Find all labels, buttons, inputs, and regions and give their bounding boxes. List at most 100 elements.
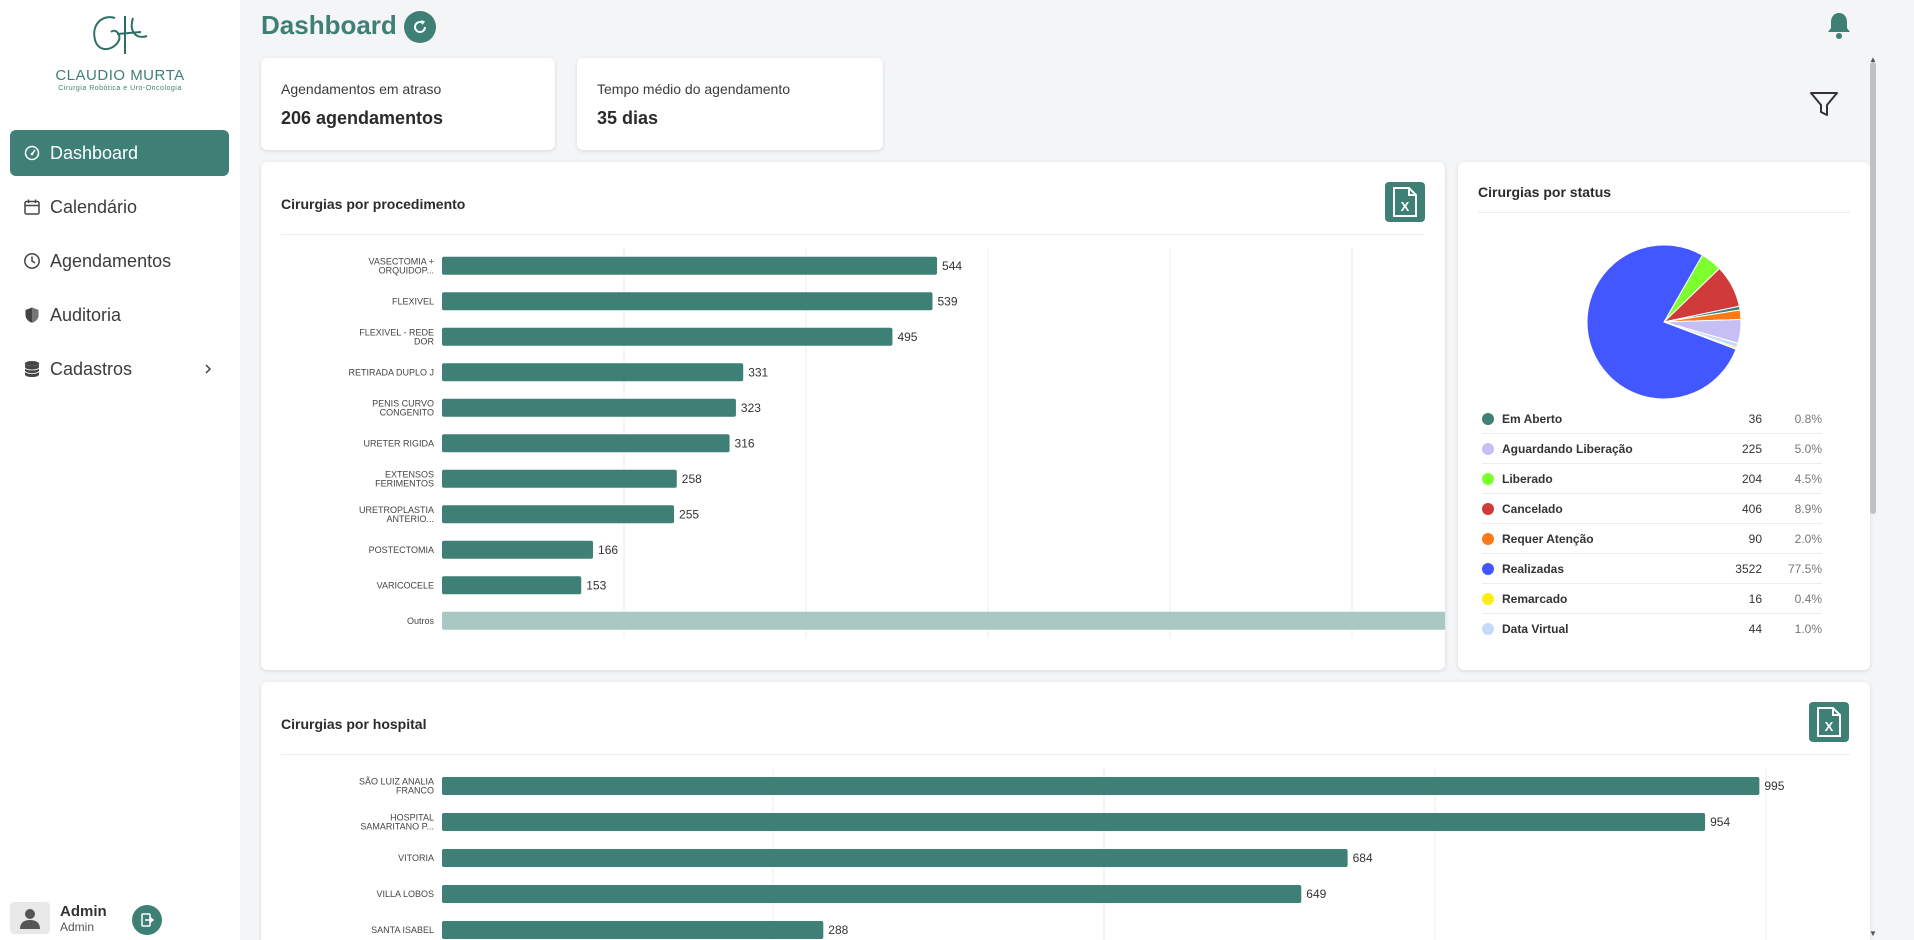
- clock-icon: [22, 251, 42, 271]
- excel-file-icon: X: [1817, 707, 1841, 737]
- bar: [442, 327, 893, 346]
- category-label: URETER RIGIDA: [363, 438, 434, 448]
- bell-icon: [1828, 13, 1850, 39]
- legend-label: Requer Atenção: [1502, 531, 1594, 546]
- legend-label: Remarcado: [1502, 591, 1568, 606]
- legend-count: 204: [1741, 471, 1762, 486]
- sidebar-item-calendario[interactable]: Calendário: [10, 184, 229, 230]
- logout-icon: [141, 913, 155, 927]
- filter-icon: [1810, 92, 1838, 116]
- legend-label: Data Virtual: [1502, 622, 1569, 636]
- scroll-up-arrow[interactable]: ▲: [1869, 55, 1877, 64]
- avatar: [10, 902, 50, 934]
- bar-value-label: 684: [1353, 851, 1373, 865]
- legend-label: Aguardando Liberação: [1502, 441, 1633, 456]
- kpi-value: 206 agendamentos: [281, 108, 444, 128]
- export-excel-button[interactable]: X: [1385, 182, 1425, 222]
- legend-count: 225: [1741, 441, 1762, 456]
- legend-percent: 1.0%: [1794, 622, 1822, 636]
- category-label: POSTECTOMIA: [369, 545, 434, 555]
- legend-label: Em Aberto: [1502, 411, 1563, 426]
- legend-count: 3522: [1735, 561, 1762, 576]
- bar: [442, 777, 1760, 795]
- sidebar-item-dashboard[interactable]: Dashboard: [10, 130, 229, 176]
- user-profile[interactable]: Admin Admin: [10, 902, 107, 934]
- legend-row[interactable]: Liberado 204 4.5%: [1482, 464, 1822, 494]
- legend-swatch: [1482, 442, 1494, 455]
- bar-value-label: 323: [741, 401, 761, 415]
- category-label: VILLA LOBOS: [376, 889, 434, 899]
- brand-logo[interactable]: CLAUDIO MURTA Cirurgia Robótica e Uro-On…: [50, 10, 190, 92]
- logo-monogram-icon: [93, 16, 148, 54]
- sidebar-item-agendamentos[interactable]: Agendamentos: [10, 238, 229, 284]
- category-label: CONGENITO: [380, 407, 434, 417]
- database-icon: [22, 359, 42, 379]
- bar-value-label: 258: [682, 472, 702, 486]
- category-label: VARICOCELE: [377, 580, 434, 590]
- bar: [442, 398, 736, 417]
- legend-label: Liberado: [1502, 471, 1553, 486]
- user-icon: [20, 909, 40, 929]
- bar: [442, 921, 824, 939]
- legend-percent: 77.5%: [1787, 561, 1822, 576]
- kpi-card-average-time: Tempo médio do agendamento 35 dias: [577, 58, 883, 150]
- legend-percent: 0.8%: [1794, 411, 1822, 426]
- legend-swatch: [1482, 592, 1494, 605]
- legend-row[interactable]: Requer Atenção 90 2.0%: [1482, 524, 1822, 554]
- page-title: Dashboard: [261, 10, 397, 40]
- category-label: URETROPLASTIA: [359, 505, 434, 515]
- category-label: FERIMENTOS: [375, 478, 434, 488]
- user-role: Admin: [60, 919, 95, 934]
- sidebar-item-label: Agendamentos: [50, 250, 172, 271]
- legend-row[interactable]: Cancelado 406 8.9%: [1482, 494, 1822, 524]
- sidebar-item-label: Auditoria: [50, 304, 122, 325]
- legend-swatch: [1482, 472, 1494, 485]
- card-divider: [281, 234, 1425, 235]
- export-excel-button[interactable]: X: [1809, 702, 1849, 742]
- category-label: SAMARITANO P...: [360, 822, 434, 832]
- legend-row[interactable]: Realizadas 3522 77.5%: [1482, 554, 1822, 584]
- legend-label: Cancelado: [1502, 501, 1563, 516]
- card-divider: [281, 754, 1850, 755]
- vertical-scrollbar[interactable]: [1870, 62, 1876, 514]
- procedure-chart-card: Cirurgias por procedimento X 544 VASECTOM…: [261, 162, 1445, 670]
- bar-value-label: 649: [1306, 887, 1326, 901]
- bar: [442, 505, 675, 524]
- refresh-icon: [414, 20, 427, 33]
- notifications-button[interactable]: [1825, 10, 1853, 40]
- sidebar-item-label: Calendário: [50, 196, 138, 217]
- legend-percent: 2.0%: [1794, 531, 1822, 546]
- sidebar-item-auditoria[interactable]: Auditoria: [10, 292, 229, 338]
- bar-value-label: 544: [942, 259, 962, 273]
- legend-percent: 4.5%: [1794, 471, 1822, 486]
- kpi-label: Tempo médio do agendamento: [597, 81, 791, 97]
- legend-swatch: [1482, 623, 1494, 635]
- main-content: Dashboard Agendamentos em atraso 206 age…: [240, 0, 1914, 940]
- category-label: HOSPITAL: [390, 813, 434, 823]
- bar-value-label: 255: [679, 507, 699, 521]
- sidebar-item-label: Cadastros: [50, 358, 133, 379]
- chevron-right-icon: [201, 360, 215, 381]
- bar-value-label: 166: [598, 543, 618, 557]
- sidebar-item-cadastros[interactable]: Cadastros: [10, 346, 229, 392]
- legend-row[interactable]: Data Virtual 44 1.0%: [1482, 614, 1822, 644]
- legend-count: 406: [1741, 501, 1762, 516]
- legend-row[interactable]: Em Aberto 36 0.8%: [1482, 404, 1822, 434]
- category-label: EXTENSOS: [385, 469, 434, 479]
- logout-button[interactable]: [132, 905, 162, 935]
- scroll-down-arrow[interactable]: ▼: [1869, 929, 1877, 938]
- category-label: FLEXIVEL: [392, 296, 434, 306]
- sidebar-nav: Dashboard Calendário Agendamentos Audito…: [10, 130, 229, 400]
- legend-row[interactable]: Remarcado 16 0.4%: [1482, 584, 1822, 614]
- legend-count: 90: [1748, 531, 1762, 546]
- card-title: Cirurgias por procedimento: [281, 196, 466, 212]
- bar-value-label: 331: [748, 365, 768, 379]
- bar: [442, 434, 730, 453]
- legend-row[interactable]: Aguardando Liberação 225 5.0%: [1482, 434, 1822, 464]
- bar-value-label: 539: [937, 294, 957, 308]
- filter-button[interactable]: [1808, 88, 1840, 120]
- refresh-button[interactable]: [404, 11, 436, 43]
- category-label: Outros: [407, 616, 435, 626]
- excel-file-icon: X: [1393, 187, 1417, 217]
